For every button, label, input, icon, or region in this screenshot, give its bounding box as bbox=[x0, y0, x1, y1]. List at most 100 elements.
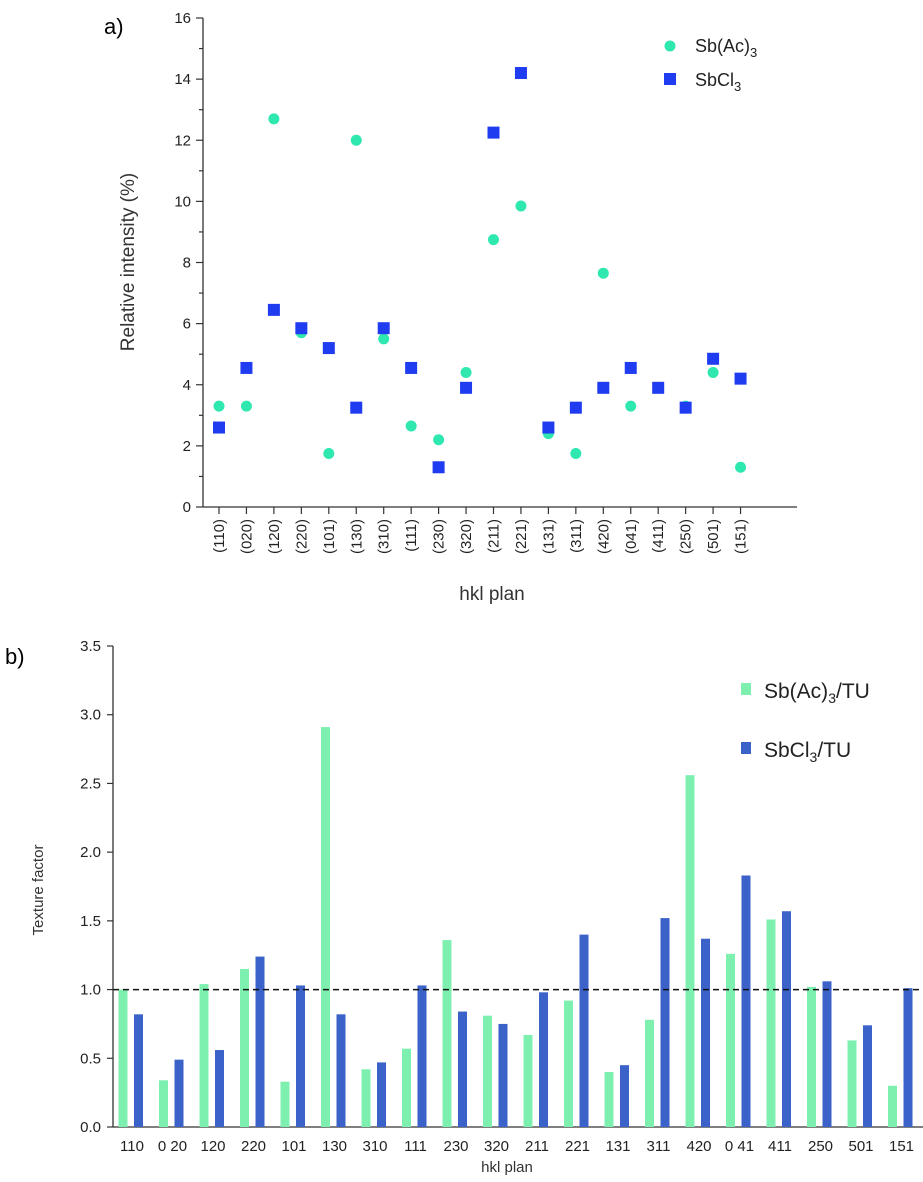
x-tick-label: 131 bbox=[605, 1138, 630, 1155]
bar-sbcl3-tu bbox=[741, 875, 751, 1127]
panel-a-x-axis-title: hkl plan bbox=[459, 584, 525, 605]
x-tick-label: 420 bbox=[686, 1138, 711, 1155]
panel-a-legend: Sb(Ac)3 SbCl3 bbox=[664, 36, 757, 94]
bar-sbac3-tu bbox=[523, 1034, 533, 1127]
x-tick-label: 211 bbox=[525, 1138, 549, 1155]
bar-sbac3-tu bbox=[361, 1069, 371, 1127]
bar-sbcl3-tu bbox=[863, 1025, 872, 1127]
x-tick-label: 110 bbox=[120, 1138, 144, 1155]
data-point-sbcl3 bbox=[240, 361, 253, 374]
data-point-sbac3 bbox=[570, 448, 582, 460]
bar-sbcl3-tu bbox=[417, 985, 427, 1127]
bar-sbac3-tu bbox=[159, 1080, 168, 1127]
y-tick-label: 2 bbox=[183, 438, 191, 455]
panel-a-y-axis-title: Relative intensity (%) bbox=[118, 173, 139, 351]
data-point-sbac3 bbox=[268, 113, 280, 125]
panel-b-bars bbox=[118, 727, 913, 1127]
x-tick-label: (151) bbox=[733, 519, 750, 554]
bar-sbcl3-tu bbox=[215, 1050, 224, 1127]
bar-sbcl3-tu bbox=[458, 1011, 467, 1127]
data-point-sbcl3 bbox=[295, 322, 308, 335]
bar-sbcl3-tu bbox=[782, 911, 791, 1127]
data-point-sbac3 bbox=[515, 200, 527, 212]
panel-a-label: a) bbox=[104, 14, 124, 39]
y-tick-label: 10 bbox=[174, 193, 191, 210]
panel-a-y-ticks: 0 2 4 6 8 10 12 14 16 bbox=[174, 10, 203, 516]
y-tick-label: 3.0 bbox=[80, 707, 101, 724]
x-tick-label: 311 bbox=[647, 1138, 671, 1155]
x-tick-label: 320 bbox=[484, 1138, 509, 1155]
x-tick-label: 230 bbox=[443, 1138, 468, 1155]
x-tick-label: (411) bbox=[650, 519, 667, 553]
x-tick-label: (250) bbox=[678, 519, 695, 554]
data-point-sbcl3 bbox=[267, 303, 280, 316]
x-tick-label: 0 20 bbox=[158, 1138, 187, 1155]
x-tick-label: (020) bbox=[238, 519, 255, 554]
x-tick-label: 310 bbox=[362, 1138, 387, 1155]
bar-sbac3-tu bbox=[442, 940, 452, 1127]
y-tick-label: 1.5 bbox=[80, 913, 101, 930]
panel-b-y-ticks: 0.0 0.5 1.0 1.5 2.0 2.5 3.0 3.5 bbox=[80, 638, 113, 1136]
y-tick-label: 2.5 bbox=[80, 775, 101, 792]
panel-a-points bbox=[213, 67, 747, 474]
y-tick-label: 0 bbox=[183, 499, 191, 516]
bar-sbac3-tu bbox=[726, 953, 735, 1127]
bar-sbcl3-tu bbox=[255, 956, 265, 1127]
x-tick-label: 101 bbox=[281, 1138, 306, 1155]
bar-sbcl3-tu bbox=[660, 918, 670, 1127]
y-tick-label: 14 bbox=[174, 71, 191, 88]
bar-sbac3-tu bbox=[888, 1085, 897, 1127]
data-point-sbcl3 bbox=[514, 67, 527, 80]
y-tick-label: 12 bbox=[174, 132, 191, 149]
y-tick-label: 3.5 bbox=[80, 638, 101, 655]
x-tick-label: (131) bbox=[540, 519, 557, 554]
x-tick-label: (101) bbox=[321, 519, 338, 554]
y-tick-label: 8 bbox=[183, 255, 191, 272]
bar-sbcl3-tu bbox=[134, 1014, 143, 1127]
x-tick-label: (230) bbox=[431, 519, 448, 554]
data-point-sbac3 bbox=[378, 333, 390, 345]
x-tick-label: (130) bbox=[348, 519, 365, 554]
x-tick-label: 221 bbox=[565, 1138, 590, 1155]
x-tick-label: 501 bbox=[848, 1138, 873, 1155]
data-point-sbcl3 bbox=[432, 461, 445, 474]
bar-sbac3-tu bbox=[766, 919, 776, 1127]
data-point-sbac3 bbox=[460, 367, 472, 379]
bar-sbcl3-tu bbox=[620, 1065, 629, 1127]
data-point-sbac3 bbox=[433, 434, 445, 446]
y-tick-label: 1.0 bbox=[80, 982, 101, 999]
data-point-sbcl3 bbox=[624, 361, 637, 374]
bar-sbac3-tu bbox=[483, 1015, 492, 1127]
bar-sbac3-tu bbox=[847, 1040, 857, 1127]
legend-swatch-sbcl3-tu bbox=[741, 742, 751, 754]
data-point-sbcl3 bbox=[597, 381, 610, 394]
x-tick-label: (310) bbox=[376, 519, 393, 554]
x-tick-label: 120 bbox=[200, 1138, 225, 1155]
data-point-sbcl3 bbox=[652, 381, 665, 394]
data-point-sbcl3 bbox=[707, 352, 720, 365]
x-tick-label: (420) bbox=[595, 519, 612, 554]
bar-sbcl3-tu bbox=[296, 985, 305, 1127]
x-tick-label: (041) bbox=[623, 519, 640, 554]
panel-b-x-axis-title: hkl plan bbox=[481, 1159, 533, 1176]
data-point-sbcl3 bbox=[405, 361, 418, 374]
data-point-sbac3 bbox=[735, 461, 747, 473]
data-point-sbcl3 bbox=[350, 401, 363, 414]
bar-sbcl3-tu bbox=[498, 1023, 508, 1127]
legend-label-sbac3: Sb(Ac)3 bbox=[695, 36, 757, 60]
legend-marker-circle bbox=[664, 40, 676, 52]
bar-sbac3-tu bbox=[402, 1048, 411, 1127]
x-tick-label: (211) bbox=[486, 519, 503, 553]
bar-sbac3-tu bbox=[564, 1000, 573, 1127]
bar-sbac3-tu bbox=[604, 1072, 614, 1127]
data-point-sbcl3 bbox=[679, 401, 692, 414]
data-point-sbac3 bbox=[240, 400, 252, 412]
bar-sbac3-tu bbox=[645, 1019, 654, 1127]
data-point-sbac3 bbox=[405, 420, 417, 432]
data-point-sbac3 bbox=[597, 267, 609, 279]
bar-sbac3-tu bbox=[118, 989, 128, 1127]
panel-b-bar-chart: b) Texture factor hkl plan 0.0 0.5 1.0 1.5 2… bbox=[5, 638, 923, 1176]
bar-sbcl3-tu bbox=[822, 981, 832, 1127]
data-point-sbcl3 bbox=[460, 381, 473, 394]
